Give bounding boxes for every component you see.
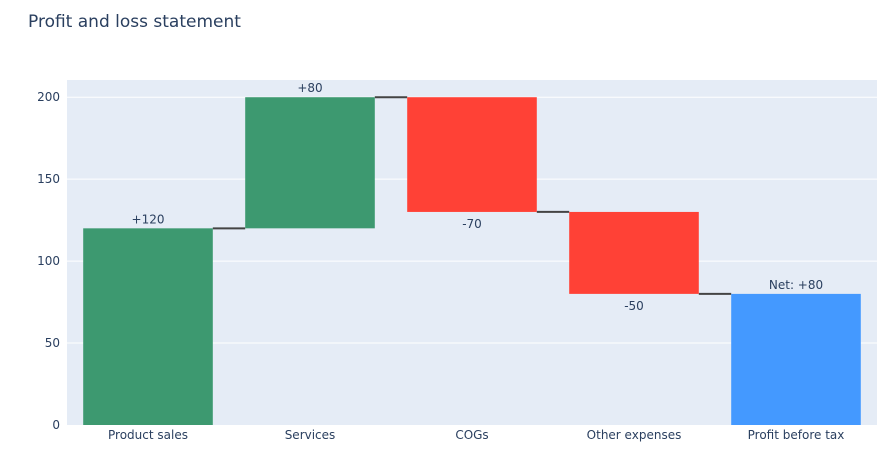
data-label: +80 [297,81,322,95]
data-label: Net: +80 [769,278,823,292]
x-tick-label: Services [285,428,336,442]
x-tick-label: Other expenses [587,428,682,442]
x-tick-label: Profit before tax [748,428,845,442]
bar-cogs [407,97,537,212]
y-tick-label: 50 [45,336,60,350]
x-tick-label: Product sales [108,428,188,442]
bar-product-sales [83,228,213,425]
data-label: -50 [624,299,644,313]
x-tick-label: COGs [455,428,488,442]
data-label: +120 [132,212,165,226]
y-tick-label: 0 [52,418,60,432]
y-tick-label: 150 [37,172,60,186]
data-label: -70 [462,217,482,231]
bar-services [245,97,375,229]
y-tick-label: 200 [37,90,60,104]
chart-title: Profit and loss statement [28,12,241,32]
bar-other-expenses [569,211,699,294]
bar-profit-before-tax [731,293,861,425]
y-tick-label: 100 [37,254,60,268]
